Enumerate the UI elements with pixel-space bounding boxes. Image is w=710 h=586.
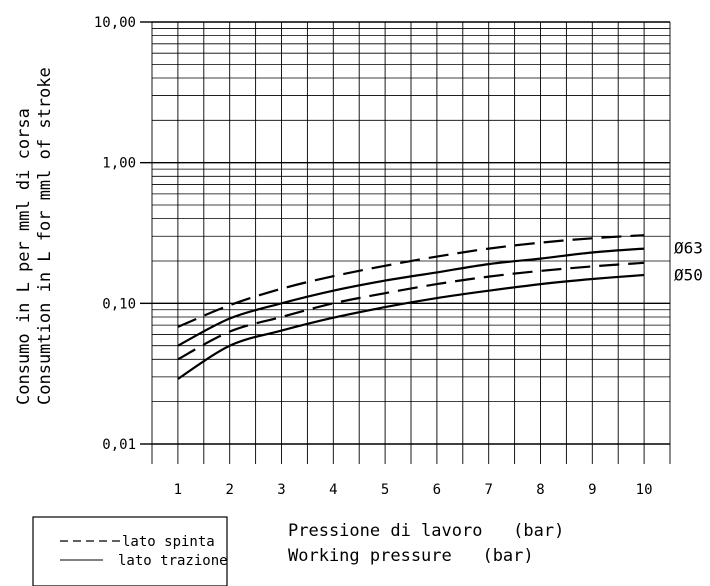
- series-label: Ø63: [674, 238, 703, 257]
- chart-series: [177, 234, 645, 380]
- x-axis-title-line-1: Pressione di lavoro (bar): [288, 521, 564, 541]
- y-axis-title: Consumo in L per mml di corsa Consumtion…: [14, 67, 55, 405]
- y-tick-label: 0,10: [102, 296, 136, 312]
- x-tick-label: 6: [433, 482, 441, 498]
- x-tick-label: 3: [277, 482, 285, 498]
- y-axis-title-line-1: Consumo in L per mml di corsa: [14, 108, 34, 405]
- x-tick-label: 10: [636, 482, 653, 498]
- x-tick-label: 1: [174, 482, 182, 498]
- x-tick-label: 4: [329, 482, 337, 498]
- y-tick-label: 10,00: [94, 15, 136, 31]
- series-label: Ø50: [674, 266, 703, 285]
- legend-box: [32, 516, 228, 586]
- series-line-50-dashed: [177, 261, 645, 361]
- y-axis-title-line-2: Consumtion in L for mml of stroke: [35, 67, 55, 405]
- chart-axes: 0,01 0,10 1,00 10,00 1 2 3 4 5 6 7 8 9 10: [94, 15, 653, 498]
- legend-label-lato-trazione: lato trazione: [118, 553, 228, 569]
- x-tick-label: 8: [536, 482, 544, 498]
- x-tick-label: 7: [484, 482, 492, 498]
- series-label-background: [672, 235, 710, 260]
- x-axis-title: Pressione di lavoro (bar) Working pressu…: [288, 521, 564, 566]
- legend-label-lato-spinta: lato spinta: [122, 534, 215, 550]
- y-tick-label: 1,00: [102, 156, 136, 172]
- x-axis-title-line-2: Working pressure (bar): [288, 546, 534, 566]
- series-line-63-solid: [177, 247, 645, 347]
- series-line-63-dashed: [177, 234, 645, 328]
- x-tick-label: 9: [588, 482, 596, 498]
- chart-grid: [151, 21, 671, 464]
- series-line-50-solid: [177, 273, 645, 380]
- x-tick-label: 2: [225, 482, 233, 498]
- legend: lato spinta lato trazione: [32, 516, 228, 586]
- x-tick-label: 5: [381, 482, 389, 498]
- y-tick-label: 0,01: [102, 437, 136, 453]
- series-label-background: [672, 262, 710, 287]
